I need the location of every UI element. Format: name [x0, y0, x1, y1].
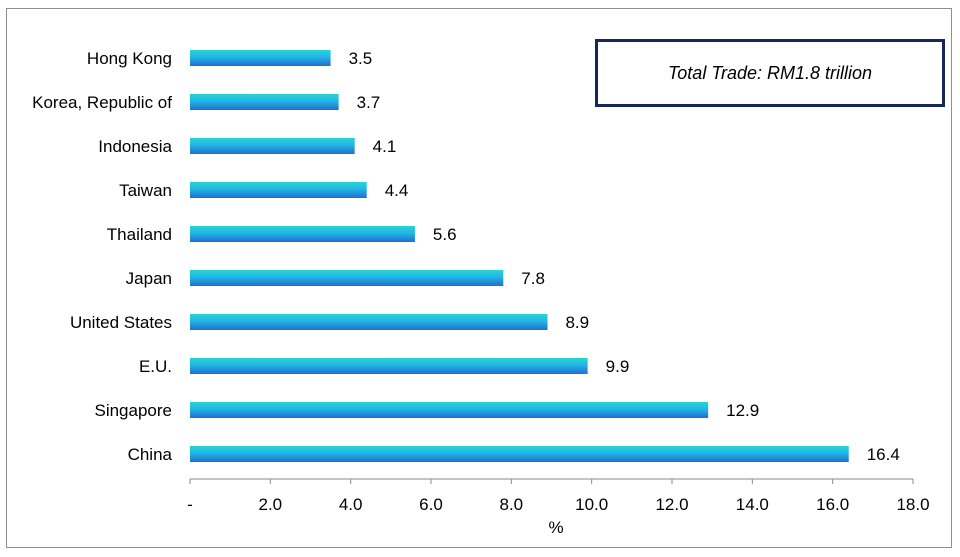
total-trade-annotation: Total Trade: RM1.8 trillion	[595, 39, 945, 107]
x-tick-label: 6.0	[419, 495, 443, 514]
data-label: 3.7	[357, 93, 381, 112]
data-label: 5.6	[433, 225, 457, 244]
bar	[190, 182, 367, 198]
x-tick-label: 14.0	[736, 495, 769, 514]
category-label: United States	[70, 313, 172, 332]
data-label: 8.9	[565, 313, 589, 332]
data-label: 4.4	[385, 181, 409, 200]
category-label: Korea, Republic of	[32, 93, 172, 112]
annotation-text: Total Trade: RM1.8 trillion	[667, 62, 873, 83]
category-label: China	[128, 445, 173, 464]
data-label: 12.9	[726, 401, 759, 420]
bar	[190, 94, 339, 110]
category-label: Hong Kong	[87, 49, 172, 68]
x-tick-label: 12.0	[655, 495, 688, 514]
category-label: Singapore	[94, 401, 172, 420]
bar	[190, 138, 355, 154]
x-axis-title: %	[548, 518, 563, 537]
x-axis: - 2.0 4.0 6.0 8.0 10.0 12.0 14.0 16.0 18.0	[187, 478, 930, 514]
x-tick-label: 2.0	[259, 495, 283, 514]
bars-group: Hong Kong 3.5 Korea, Republic of 3.7 Indones…	[32, 49, 900, 464]
x-tick-label: 16.0	[816, 495, 849, 514]
bar	[190, 446, 849, 462]
bar	[190, 402, 709, 418]
bar	[190, 314, 548, 330]
x-tick-label: 8.0	[500, 495, 524, 514]
data-label: 7.8	[521, 269, 545, 288]
x-tick-label: -	[187, 495, 193, 514]
category-label: E.U.	[139, 357, 172, 376]
bar	[190, 270, 504, 286]
category-label: Taiwan	[119, 181, 172, 200]
category-label: Thailand	[107, 225, 172, 244]
data-label: 3.5	[349, 49, 373, 68]
x-tick-label: 10.0	[575, 495, 608, 514]
bar	[190, 50, 331, 66]
data-label: 16.4	[867, 445, 900, 464]
data-label: 4.1	[373, 137, 397, 156]
bar	[190, 358, 588, 374]
category-label: Japan	[126, 269, 172, 288]
category-label: Indonesia	[98, 137, 172, 156]
data-label: 9.9	[606, 357, 630, 376]
bar	[190, 226, 415, 242]
x-tick-label: 18.0	[896, 495, 929, 514]
x-tick-label: 4.0	[339, 495, 363, 514]
